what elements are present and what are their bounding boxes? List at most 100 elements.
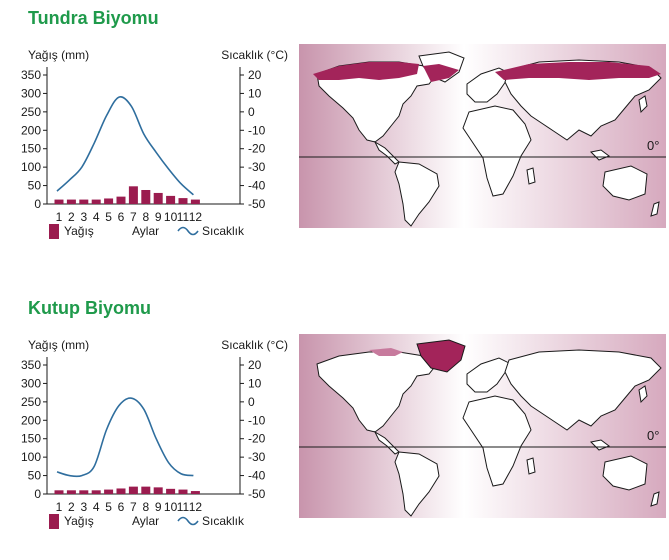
x-tick-label: 4 (93, 210, 100, 224)
precip-bar (54, 199, 64, 204)
precip-bar (141, 189, 151, 204)
x-tick-label: 1 (56, 500, 63, 514)
y-axis-left-title: Yağış (mm) (28, 48, 89, 62)
x-tick-label: 8 (142, 210, 149, 224)
tundra-section: Tundra Biyomu Yağış (mm) Sıcaklık (°C) 350… (0, 0, 669, 270)
y-left-tick-label: 100 (21, 160, 41, 174)
temperature-line (56, 96, 194, 196)
europe (466, 67, 512, 103)
japan (638, 95, 648, 114)
equator-label: 0° (647, 138, 659, 153)
y-right-tick-label: -40 (248, 179, 266, 193)
x-tick-label: 11 (177, 210, 190, 224)
precip-bar (128, 186, 138, 204)
legend-precip-label: Yağış (64, 224, 94, 238)
y-left-tick-label: 300 (21, 376, 41, 390)
precip-bar (91, 490, 101, 494)
y-axis-right-title: Sıcaklık (°C) (221, 338, 288, 352)
climate-chart-kutup: Yağış (mm) Sıcaklık (°C)35030025020015010… (21, 338, 288, 529)
new-zealand (650, 491, 660, 507)
south-america (394, 451, 440, 517)
y-right-tick-label: 20 (248, 358, 262, 372)
world-map: 0° (299, 334, 666, 518)
south-america (394, 161, 440, 227)
x-tick-label: 3 (80, 500, 87, 514)
y-left-tick-label: 100 (21, 450, 41, 464)
legend-precip-swatch (49, 224, 59, 239)
section-title: Kutup Biyomu (28, 298, 151, 318)
x-tick-label: 8 (142, 500, 149, 514)
section-title: Tundra Biyomu (28, 8, 159, 28)
central-america (373, 140, 400, 165)
x-tick-label: 5 (105, 500, 112, 514)
australia (602, 455, 648, 491)
europe (466, 357, 512, 393)
x-tick-label: 10 (164, 210, 178, 224)
world-map: 0° (299, 44, 666, 228)
australia (602, 165, 648, 201)
japan (638, 385, 648, 404)
y-left-tick-label: 150 (21, 432, 41, 446)
legend-precip-label: Yağış (64, 514, 94, 528)
y-right-tick-label: -50 (248, 197, 266, 211)
precip-bar (54, 490, 64, 494)
africa (462, 395, 532, 487)
precip-bar (104, 489, 114, 494)
x-tick-label: 3 (80, 210, 87, 224)
temperature-line (56, 397, 194, 478)
precip-bar (91, 199, 101, 204)
y-left-tick-label: 50 (28, 179, 42, 193)
world-map-svg: 0° (299, 334, 666, 518)
y-right-tick-label: -30 (248, 160, 266, 174)
precip-bar (190, 491, 200, 494)
y-right-tick-label: -40 (248, 469, 266, 483)
precip-bar (116, 196, 126, 204)
y-right-tick-label: 20 (248, 68, 262, 82)
precip-bar (141, 486, 151, 494)
x-tick-label: 9 (155, 500, 162, 514)
precip-bar (79, 199, 89, 204)
world-map-svg: 0° (299, 44, 666, 228)
y-right-tick-label: 10 (248, 376, 262, 390)
y-left-tick-label: 350 (21, 68, 41, 82)
y-right-tick-label: -30 (248, 450, 266, 464)
x-tick-label: 10 (164, 500, 178, 514)
legend-temp-swatch (177, 226, 199, 236)
y-right-tick-label: 0 (248, 395, 255, 409)
asia (504, 349, 662, 431)
precip-bar (166, 488, 176, 494)
arctic-islands-region (369, 348, 403, 356)
y-left-tick-label: 50 (28, 469, 42, 483)
x-tick-label: 1 (56, 210, 63, 224)
x-tick-label: 6 (118, 500, 125, 514)
precip-bar (66, 490, 76, 494)
tundra-belt-region (313, 62, 661, 82)
x-tick-label: 12 (189, 500, 203, 514)
legend-temp-swatch (177, 516, 199, 526)
x-tick-label: 9 (155, 210, 162, 224)
y-left-tick-label: 250 (21, 395, 41, 409)
y-right-tick-label: -10 (248, 413, 266, 427)
y-right-tick-label: -50 (248, 487, 266, 501)
continents (316, 349, 662, 517)
y-axis-left-title: Yağış (mm) (28, 338, 89, 352)
asia (504, 59, 662, 141)
kutup-section: Kutup Biyomu Yağış (mm) Sıcaklık (°C) 350 3… (0, 290, 669, 560)
y-left-tick-label: 0 (34, 197, 41, 211)
y-left-tick-label: 0 (34, 487, 41, 501)
precip-bar (178, 198, 188, 204)
x-tick-label: 11 (177, 500, 190, 514)
x-tick-label: 5 (105, 210, 112, 224)
x-tick-label: 4 (93, 500, 100, 514)
equator-label: 0° (647, 428, 659, 443)
precip-bar (104, 198, 114, 204)
y-right-tick-label: -10 (248, 123, 266, 137)
greenland-ice-region (416, 339, 466, 373)
madagascar (526, 167, 536, 185)
y-left-tick-label: 200 (21, 123, 41, 137)
y-left-tick-label: 300 (21, 86, 41, 100)
climate-chart-tundra: Yağış (mm) Sıcaklık (°C)35030025020015010… (21, 48, 288, 239)
x-tick-label: 6 (118, 210, 125, 224)
continents (316, 51, 662, 227)
x-axis-title: Aylar (132, 224, 159, 238)
